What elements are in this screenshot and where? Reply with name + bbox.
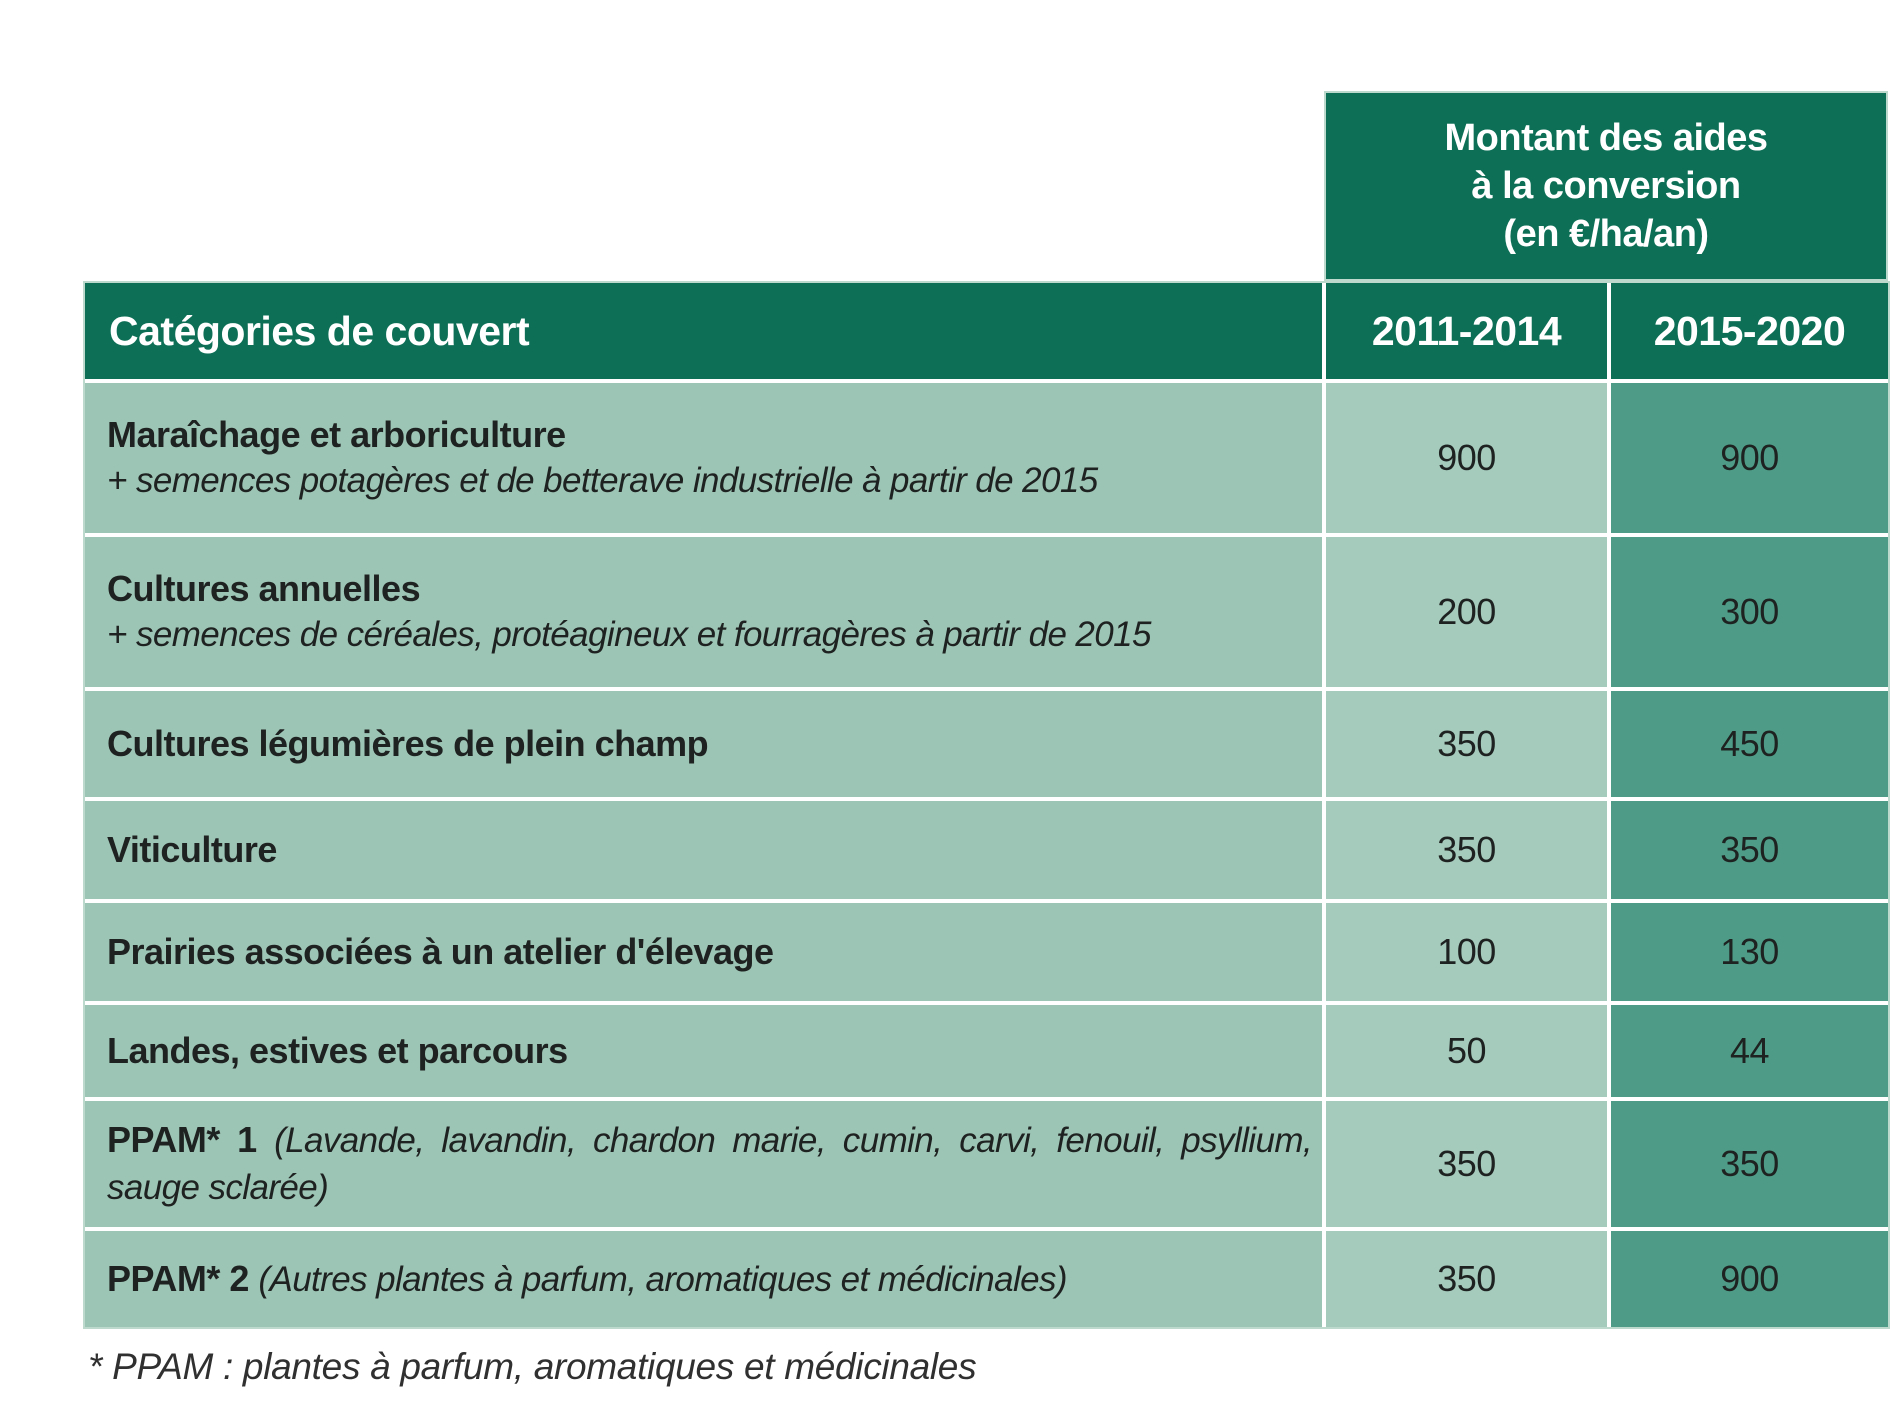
column-header-2011-2014: 2011-2014 <box>1326 283 1607 379</box>
category-name: Viticulture <box>107 829 277 870</box>
category-detail: + semences potagères et de betterave ind… <box>107 461 1098 500</box>
value-cell-2015-2020: 900 <box>1611 383 1888 533</box>
footnote-ppam: * PPAM : plantes à parfum, aromatiques e… <box>88 1346 977 1387</box>
category-cell: Maraîchage et arboriculture + semences po… <box>85 383 1322 533</box>
category-name: PPAM* 2 <box>107 1257 249 1299</box>
category-name: Maraîchage et arboriculture <box>107 414 566 455</box>
value-cell-2011-2014: 200 <box>1326 537 1607 687</box>
conversion-aid-table: Montant des aides à la conversion (en €/… <box>83 91 1890 1329</box>
category-detail: + semences de céréales, protéagineux et … <box>107 615 1152 654</box>
table-spanner-header: Montant des aides à la conversion (en €/… <box>1324 91 1888 281</box>
value-cell-2011-2014: 350 <box>1326 1231 1607 1327</box>
category-name: Landes, estives et parcours <box>107 1030 568 1071</box>
value-cell-2011-2014: 100 <box>1326 903 1607 1001</box>
category-cell: Cultures légumières de plein champ <box>85 691 1322 797</box>
value-cell-2011-2014: 50 <box>1326 1005 1607 1097</box>
column-header-2015-2020: 2015-2020 <box>1611 283 1888 379</box>
value-cell-2011-2014: 350 <box>1326 801 1607 899</box>
value-cell-2015-2020: 300 <box>1611 537 1888 687</box>
category-cell: Landes, estives et parcours <box>85 1005 1322 1097</box>
category-name: PPAM* 1 <box>107 1119 257 1160</box>
value-cell-2015-2020: 44 <box>1611 1005 1888 1097</box>
category-cell: PPAM* 2 (Autres plantes à parfum, aromat… <box>85 1231 1322 1327</box>
aid-amounts-grid: Catégories de couvert 2011-2014 2015-202… <box>83 281 1890 1329</box>
category-cell: PPAM* 1 (Lavande, lavandin, chardon mari… <box>85 1101 1322 1227</box>
value-cell-2011-2014: 350 <box>1326 1101 1607 1227</box>
value-cell-2015-2020: 350 <box>1611 1101 1888 1227</box>
value-cell-2015-2020: 900 <box>1611 1231 1888 1327</box>
category-detail: (Lavande, lavandin, chardon marie, cumin… <box>107 1121 1313 1207</box>
value-cell-2015-2020: 450 <box>1611 691 1888 797</box>
value-cell-2011-2014: 900 <box>1326 383 1607 533</box>
category-name: Prairies associées à un atelier d'élevag… <box>107 931 774 972</box>
category-name: Cultures légumières de plein champ <box>107 723 709 764</box>
value-cell-2015-2020: 130 <box>1611 903 1888 1001</box>
category-detail: (Autres plantes à parfum, aromatiques et… <box>258 1259 1067 1299</box>
category-cell: Cultures annuelles + semences de céréales… <box>85 537 1322 687</box>
value-cell-2011-2014: 350 <box>1326 691 1607 797</box>
category-name: Cultures annuelles <box>107 568 421 609</box>
category-cell: Viticulture <box>85 801 1322 899</box>
value-cell-2015-2020: 350 <box>1611 801 1888 899</box>
category-cell: Prairies associées à un atelier d'élevag… <box>85 903 1322 1001</box>
column-header-categories: Catégories de couvert <box>85 283 1322 379</box>
